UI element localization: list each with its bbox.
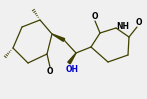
Text: O: O	[47, 68, 53, 77]
Text: NH: NH	[117, 21, 130, 30]
Polygon shape	[52, 34, 65, 41]
Polygon shape	[68, 53, 76, 64]
Text: O: O	[136, 18, 142, 27]
Text: O: O	[92, 11, 98, 20]
Text: OH: OH	[66, 65, 78, 73]
